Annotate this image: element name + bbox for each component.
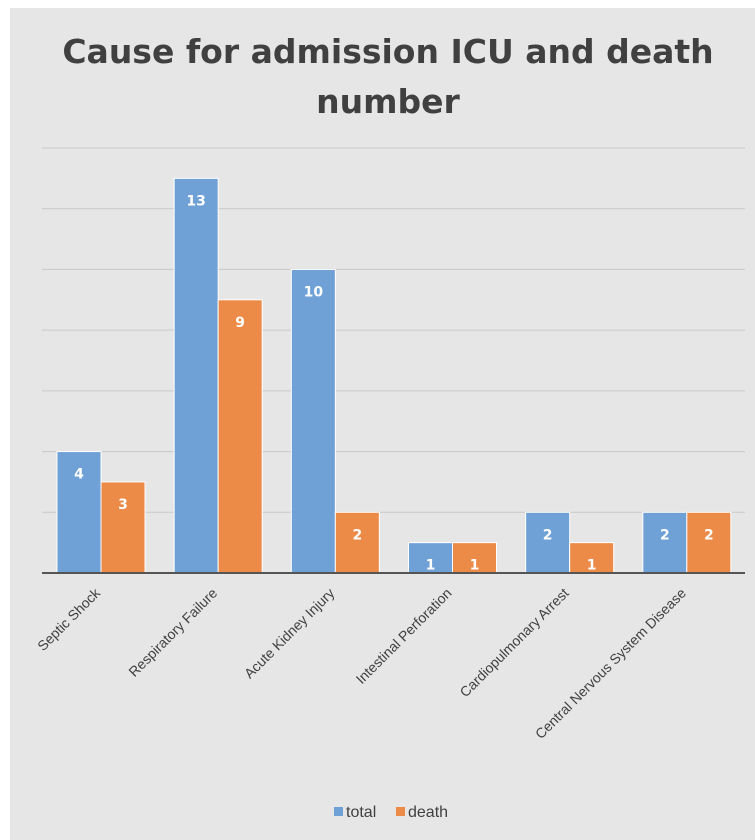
data-label: 1	[470, 558, 480, 574]
bar-death	[686, 511, 732, 574]
data-label: 2	[543, 527, 553, 543]
chart-background	[10, 8, 755, 840]
bars	[56, 177, 732, 574]
data-label: 1	[426, 558, 436, 574]
bar-death	[569, 542, 615, 574]
data-label: 2	[352, 527, 362, 543]
bar-death	[217, 299, 263, 574]
grid-lines	[42, 147, 745, 513]
legend-label-total: total	[346, 804, 376, 821]
legend: total death	[334, 804, 448, 821]
bar-death	[100, 481, 146, 574]
chart-title-line-1: Cause for admission ICU and death	[62, 32, 713, 71]
bar-total	[290, 268, 336, 574]
data-labels: 4 3 13 9 10 2 1 1 2 1 2 2	[74, 193, 714, 573]
bar-death	[334, 511, 380, 574]
chart-title-line-2: number	[316, 82, 460, 121]
data-label: 13	[186, 193, 205, 209]
bar-total	[173, 177, 219, 574]
data-label: 4	[74, 467, 84, 483]
legend-swatch-total	[334, 807, 343, 816]
data-label: 2	[660, 527, 670, 543]
legend-swatch-death	[396, 807, 405, 816]
legend-label-death: death	[408, 804, 448, 821]
data-label: 1	[587, 558, 597, 574]
data-label: 2	[704, 527, 714, 543]
data-label: 9	[235, 315, 245, 331]
bar-total	[642, 511, 688, 574]
bar-death	[452, 542, 497, 574]
data-label: 10	[304, 284, 324, 300]
data-label: 3	[118, 497, 128, 513]
